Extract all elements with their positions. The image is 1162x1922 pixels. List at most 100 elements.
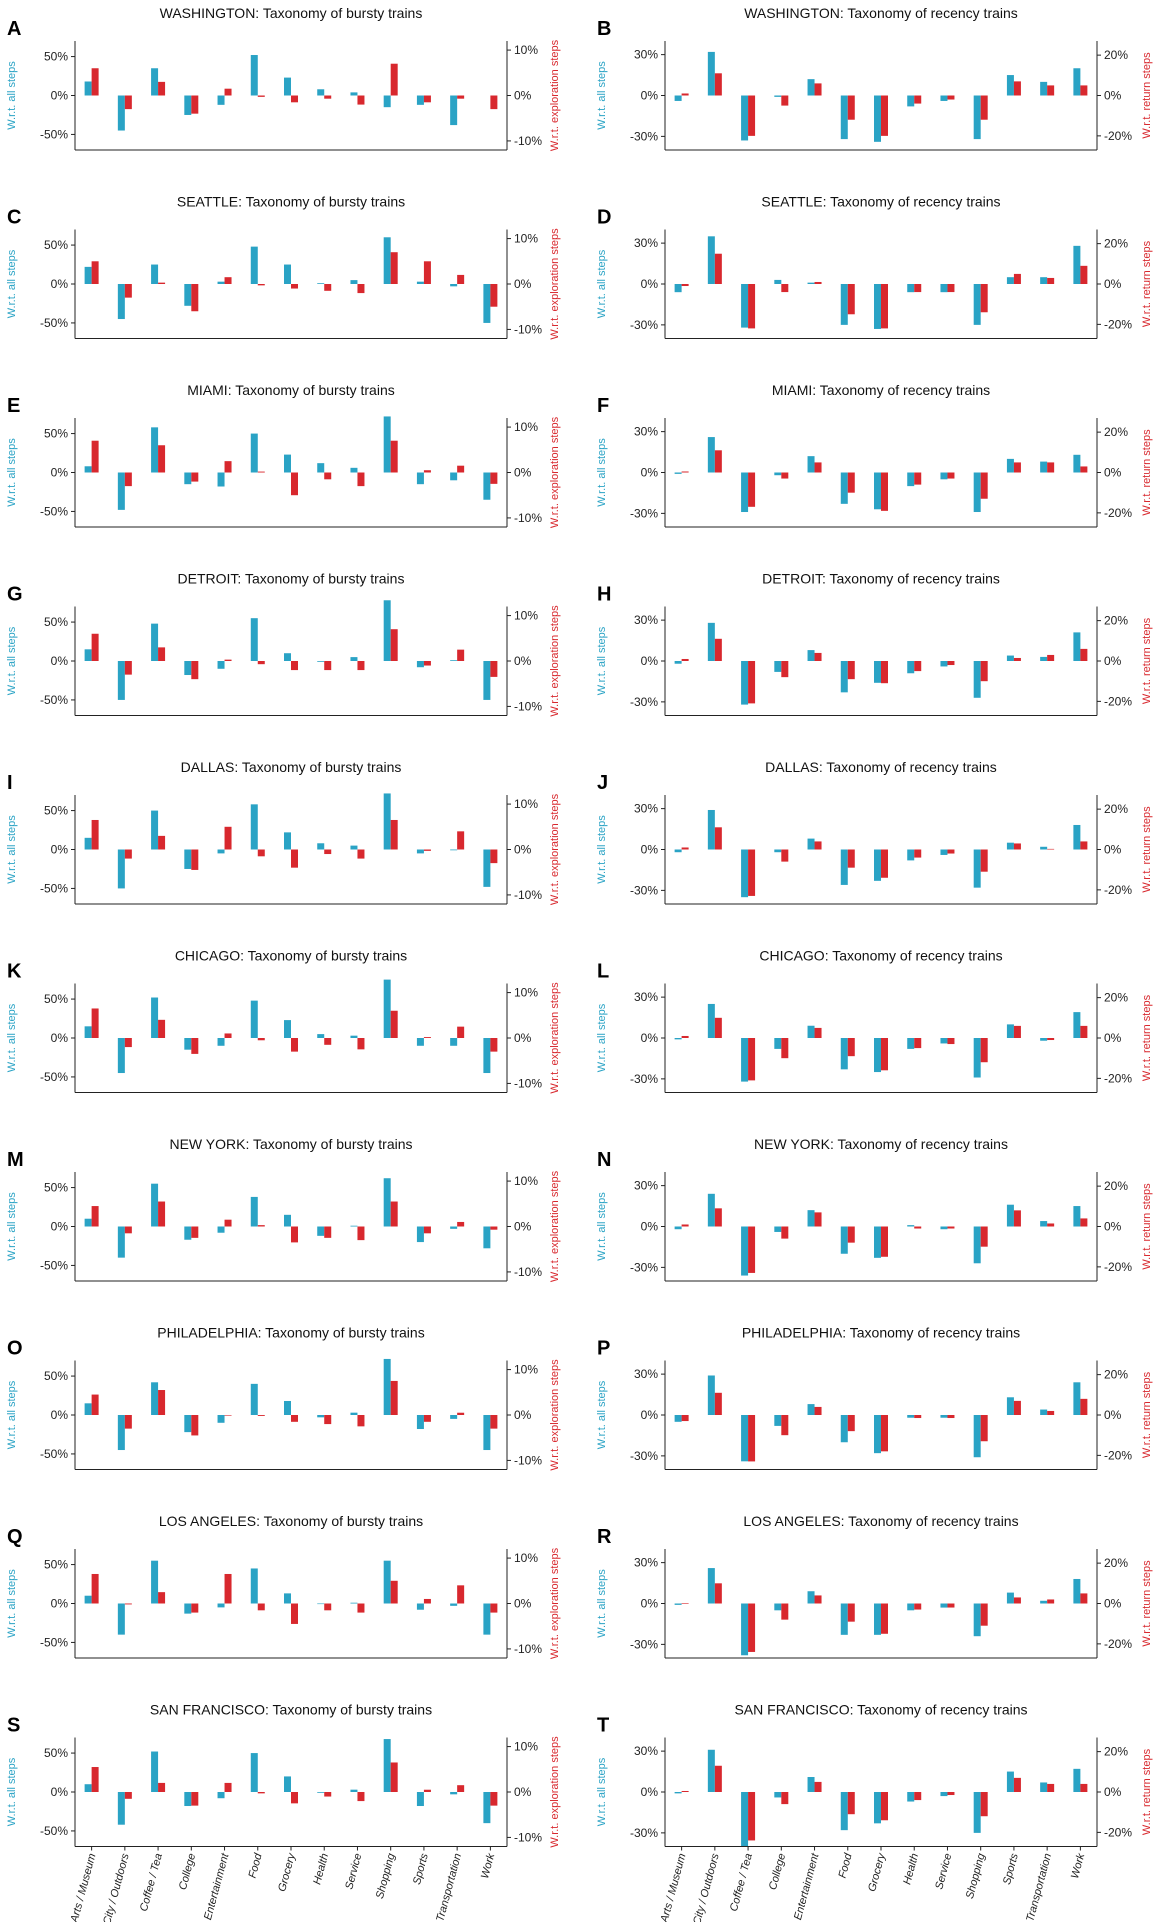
bar-all-steps bbox=[1040, 461, 1048, 473]
bar-all-steps bbox=[1073, 68, 1081, 96]
category-label: Health bbox=[311, 1852, 331, 1886]
bar-all-steps bbox=[840, 284, 848, 325]
bar-all-steps bbox=[973, 1792, 981, 1833]
bar-all-steps bbox=[284, 1214, 291, 1227]
bar-all-steps bbox=[84, 1784, 92, 1792]
panel-letter: P bbox=[597, 1338, 610, 1360]
left-tick-label: 0% bbox=[641, 277, 659, 291]
bar-second-axis bbox=[748, 1603, 756, 1652]
bar-second-axis bbox=[423, 1415, 431, 1422]
bar-all-steps bbox=[250, 246, 258, 284]
bar-second-axis bbox=[781, 661, 789, 678]
bar-all-steps bbox=[1006, 1024, 1014, 1038]
bar-second-axis bbox=[748, 661, 756, 704]
bar-second-axis bbox=[224, 1782, 232, 1792]
right-axis-label: W.r.t. return steps bbox=[1141, 1748, 1153, 1835]
right-axis-label: W.r.t. exploration steps bbox=[549, 1359, 561, 1471]
bar-all-steps bbox=[707, 1749, 715, 1792]
bar-all-steps bbox=[483, 1603, 491, 1635]
right-tick-label: 10% bbox=[514, 1551, 538, 1565]
bar-second-axis bbox=[814, 1406, 822, 1415]
bar-all-steps bbox=[151, 1560, 159, 1604]
bar-all-steps bbox=[1073, 1382, 1081, 1415]
left-tick-label: -30% bbox=[630, 129, 658, 143]
category-label: Arts / Museum bbox=[658, 1852, 688, 1922]
chart-title: SEATTLE: Taxonomy of bursty trains bbox=[177, 194, 405, 210]
left-tick-label: -30% bbox=[630, 1637, 658, 1651]
bar-second-axis bbox=[224, 1219, 232, 1227]
bar-all-steps bbox=[151, 1183, 159, 1227]
bar-all-steps bbox=[774, 1792, 782, 1798]
bar-second-axis bbox=[490, 661, 498, 677]
right-tick-label: 0% bbox=[514, 466, 532, 480]
bar-second-axis bbox=[423, 1037, 431, 1038]
right-axis-label: W.r.t. exploration steps bbox=[549, 228, 561, 340]
right-tick-label: 10% bbox=[514, 232, 538, 246]
bar-second-axis bbox=[914, 849, 922, 858]
panel-letter: A bbox=[7, 18, 21, 40]
bar-all-steps bbox=[383, 95, 391, 108]
bar-all-steps bbox=[383, 600, 391, 661]
bar-all-steps bbox=[250, 1196, 258, 1227]
right-axis-label: W.r.t. return steps bbox=[1141, 1183, 1153, 1270]
bar-all-steps bbox=[707, 809, 715, 850]
bar-second-axis bbox=[1080, 1398, 1088, 1415]
bar-second-axis bbox=[490, 1415, 498, 1429]
bar-all-steps bbox=[1073, 245, 1081, 284]
bar-all-steps bbox=[774, 1603, 782, 1611]
bar-second-axis bbox=[914, 1415, 922, 1419]
bar-all-steps bbox=[807, 282, 815, 284]
right-tick-label: -10% bbox=[514, 1642, 542, 1656]
chart-title: NEW YORK: Taxonomy of bursty trains bbox=[169, 1136, 412, 1152]
bar-all-steps bbox=[217, 281, 225, 284]
bar-all-steps bbox=[483, 661, 491, 700]
bar-all-steps bbox=[973, 1415, 981, 1458]
left-tick-label: -50% bbox=[40, 1258, 68, 1272]
bar-all-steps bbox=[940, 849, 948, 855]
bar-second-axis bbox=[91, 819, 99, 850]
bar-all-steps bbox=[84, 266, 92, 284]
bar-second-axis bbox=[980, 1415, 988, 1442]
bar-all-steps bbox=[707, 236, 715, 284]
bar-all-steps bbox=[1006, 277, 1014, 284]
right-tick-label: -10% bbox=[514, 699, 542, 713]
bar-second-axis bbox=[847, 661, 855, 680]
bar-second-axis bbox=[91, 1767, 99, 1792]
bar-second-axis bbox=[681, 284, 689, 287]
bar-second-axis bbox=[847, 1603, 855, 1622]
bar-second-axis bbox=[847, 472, 855, 493]
category-label: Shopping bbox=[374, 1851, 398, 1900]
bar-all-steps bbox=[217, 1792, 225, 1799]
bar-second-axis bbox=[714, 73, 722, 96]
bar-all-steps bbox=[117, 1226, 125, 1258]
bar-all-steps bbox=[416, 661, 424, 668]
right-tick-label: 10% bbox=[514, 986, 538, 1000]
bar-second-axis bbox=[124, 1603, 132, 1605]
bar-all-steps bbox=[840, 661, 848, 693]
bar-all-steps bbox=[1006, 75, 1014, 96]
bar-all-steps bbox=[907, 95, 915, 107]
bar-all-steps bbox=[674, 472, 682, 474]
bar-second-axis bbox=[714, 450, 722, 473]
category-label: Work bbox=[479, 1852, 497, 1880]
bar-second-axis bbox=[324, 661, 332, 671]
bar-all-steps bbox=[151, 623, 159, 661]
bar-second-axis bbox=[681, 1415, 689, 1422]
bar-second-axis bbox=[847, 849, 855, 868]
right-tick-label: 0% bbox=[514, 277, 532, 291]
bar-second-axis bbox=[881, 1415, 888, 1452]
bar-all-steps bbox=[284, 653, 291, 661]
bar-all-steps bbox=[383, 1560, 391, 1604]
bar-all-steps bbox=[383, 1358, 391, 1415]
bar-all-steps bbox=[1073, 1206, 1081, 1227]
bar-all-steps bbox=[940, 1603, 948, 1608]
bar-all-steps bbox=[250, 433, 258, 473]
panel-s: S SAN FRANCISCO: Taxonomy of bursty train… bbox=[6, 1702, 561, 1922]
left-tick-label: 0% bbox=[641, 466, 659, 480]
left-tick-label: 0% bbox=[51, 1031, 69, 1045]
bar-second-axis bbox=[914, 1792, 922, 1801]
bar-second-axis bbox=[490, 95, 498, 110]
bar-second-axis bbox=[158, 1390, 166, 1415]
bar-all-steps bbox=[450, 95, 458, 126]
panel-letter: K bbox=[7, 961, 22, 983]
